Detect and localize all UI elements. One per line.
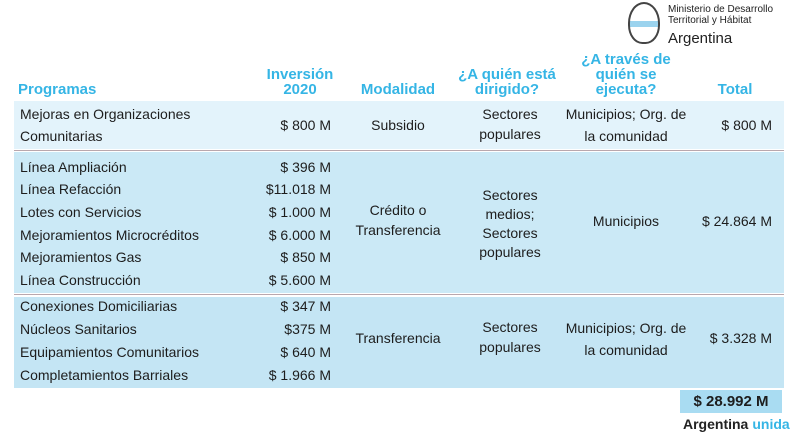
program-amount: $ 1.000 M bbox=[268, 204, 331, 220]
program-name: Mejoramientos Gas bbox=[20, 249, 142, 265]
program-amount: $ 6.000 M bbox=[268, 227, 331, 243]
program-amount: $ 1.966 M bbox=[268, 367, 331, 383]
program-amount: $ 850 M bbox=[280, 249, 331, 265]
program-group-3 bbox=[14, 297, 784, 388]
program-amount: $11.018 M bbox=[265, 181, 331, 197]
modalidad: Subsidio bbox=[371, 117, 425, 133]
header-total: Total bbox=[717, 81, 753, 98]
group-total: $ 3.328 M bbox=[709, 330, 772, 346]
header-modalidad: Modalidad bbox=[360, 81, 436, 98]
country-name: Argentina bbox=[668, 30, 733, 47]
divider bbox=[14, 294, 784, 295]
dirigido: Sectores populares bbox=[479, 319, 541, 355]
divider bbox=[14, 150, 784, 151]
ministry-name: Ministerio de Desarrollo Territorial y H… bbox=[668, 4, 774, 26]
header-dirigido: ¿A quién está dirigido? bbox=[458, 66, 556, 98]
modalidad: Transferencia bbox=[355, 330, 441, 346]
program-name: Completamientos Barriales bbox=[20, 367, 189, 383]
program-name: Equipamientos Comunitarios bbox=[20, 344, 199, 360]
program-name: Línea Refacción bbox=[20, 181, 122, 197]
program-amount: $ 640 M bbox=[280, 344, 331, 360]
footer-brand-b: unida bbox=[752, 416, 790, 432]
ejecuta: Municipios; Org. de la comunidad bbox=[565, 106, 687, 144]
program-amount: $ 396 M bbox=[280, 159, 331, 175]
program-name: Conexiones Domiciliarias bbox=[20, 298, 178, 314]
program-group-1 bbox=[14, 101, 784, 149]
modalidad: Crédito o Transferencia bbox=[355, 202, 441, 238]
header-programas: Programas bbox=[18, 81, 97, 98]
footer-brand: Argentina unida bbox=[683, 416, 790, 432]
grand-total: $ 28.992 M bbox=[680, 390, 782, 413]
program-name: Núcleos Sanitarios bbox=[20, 321, 137, 337]
dirigido: Sectores populares bbox=[479, 106, 541, 142]
ejecuta: Municipios; Org. de la comunidad bbox=[565, 320, 687, 358]
program-name: Lotes con Servicios bbox=[20, 204, 142, 220]
dirigido: Sectores medios; Sectores populares bbox=[479, 187, 541, 260]
program-name: Línea Construcción bbox=[20, 272, 141, 288]
program-name: Mejoras en Organizaciones Comunitarias bbox=[20, 106, 191, 144]
program-name: Mejoramientos Microcréditos bbox=[20, 227, 199, 243]
program-group-2 bbox=[14, 152, 784, 293]
group-total: $ 24.864 M bbox=[701, 213, 772, 229]
ministry-logo: Ministerio de Desarrollo Territorial y H… bbox=[628, 2, 800, 48]
program-amount: $ 5.600 M bbox=[268, 272, 331, 288]
program-amount: $ 347 M bbox=[280, 298, 331, 314]
program-amount: $375 M bbox=[284, 321, 331, 337]
coat-of-arms-icon bbox=[628, 2, 660, 44]
footer-brand-a: Argentina bbox=[683, 416, 749, 432]
program-name: Línea Ampliación bbox=[20, 159, 127, 175]
group-total: $ 800 M bbox=[721, 117, 772, 133]
ejecuta: Municipios bbox=[592, 213, 660, 229]
program-amount: $ 800 M bbox=[280, 117, 331, 133]
header-inversion: Inversión 2020 bbox=[266, 66, 334, 98]
header-ejecuta: ¿A través de quién se ejecuta? bbox=[581, 51, 671, 98]
